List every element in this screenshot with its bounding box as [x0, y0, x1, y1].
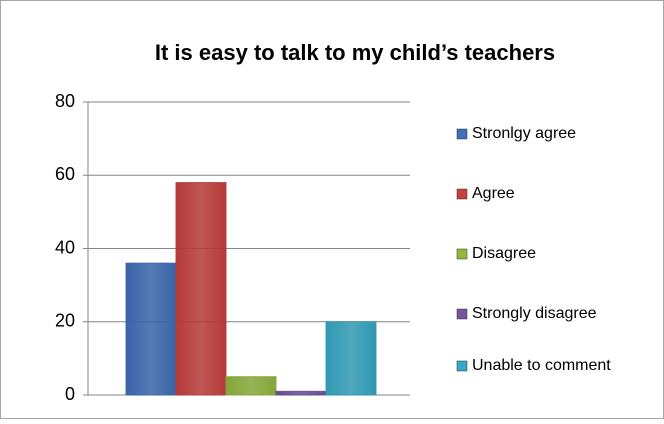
- legend-label: Unable to comment: [472, 357, 611, 374]
- y-tick-label: 60: [55, 164, 75, 184]
- legend-label: Disagree: [472, 245, 536, 262]
- bar: [275, 390, 327, 396]
- y-tick-label: 80: [55, 91, 75, 111]
- legend-label: Stronlgy agree: [472, 125, 576, 142]
- legend-swatch: [456, 360, 468, 372]
- legend-label: Agree: [472, 185, 515, 202]
- legend-swatch: [456, 308, 468, 320]
- legend-swatch: [456, 188, 468, 200]
- legend-swatch: [456, 128, 468, 140]
- chart-title: It is easy to talk to my child’s teacher…: [155, 40, 555, 65]
- bar: [175, 182, 227, 396]
- bar: [225, 376, 277, 396]
- bar: [325, 321, 377, 396]
- y-tick-label: 40: [55, 237, 75, 257]
- y-tick-label: 0: [65, 384, 75, 404]
- legend-swatch: [456, 248, 468, 260]
- legend-label: Strongly disagree: [472, 305, 597, 322]
- bar: [125, 262, 177, 396]
- y-tick-label: 20: [55, 311, 75, 331]
